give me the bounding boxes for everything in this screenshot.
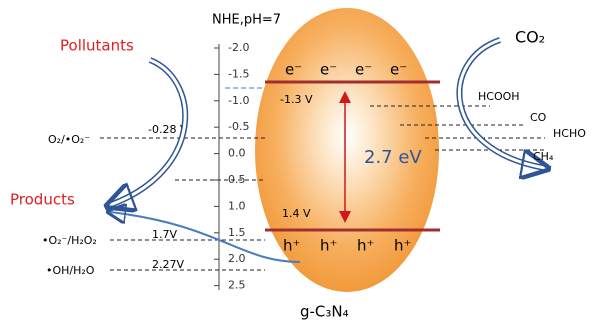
product: CH₄ xyxy=(533,150,554,163)
axis-tick-label: -0.5 xyxy=(228,120,249,133)
couple-label: O₂/•O₂⁻ xyxy=(48,133,90,146)
axis-tick-label: 0.5 xyxy=(228,173,246,186)
hole: h⁺ xyxy=(283,237,300,255)
electron: e⁻ xyxy=(355,61,372,79)
product: HCOOH xyxy=(478,90,520,103)
pollutants: Pollutants xyxy=(60,37,134,55)
product: CO xyxy=(530,111,547,124)
axis-tick-label: 1.5 xyxy=(228,226,246,239)
product: HCHO xyxy=(553,127,586,140)
axis-tick-label: 0.0 xyxy=(228,147,246,160)
cb-potential: -1.3 V xyxy=(280,93,313,106)
couple-potential: 2.27V xyxy=(152,258,184,271)
products: Products xyxy=(10,191,75,209)
hole: h⁺ xyxy=(357,237,374,255)
hole: h⁺ xyxy=(320,237,337,255)
couple-potential: 1.7V xyxy=(152,228,177,241)
diagram: NHE,pH=7 -2.0 -1.5 -1.0 -0.5 0.0 0.5 1.0 1.5 2.0… xyxy=(0,0,599,322)
axis-title: NHE,pH=7 xyxy=(212,13,281,28)
axis-tick-label: 2.0 xyxy=(228,252,246,265)
semiconductor-name: g-C₃N₄ xyxy=(300,303,349,321)
electron: e⁻ xyxy=(320,61,337,79)
axis-tick-label: 1.0 xyxy=(228,199,246,212)
vb-potential: 1.4 V xyxy=(282,207,311,220)
electron: e⁻ xyxy=(390,61,407,79)
reactant: CO₂ xyxy=(515,28,545,47)
hole: h⁺ xyxy=(394,237,411,255)
couple-label: •O₂⁻/H₂O₂ xyxy=(42,234,97,247)
axis-tick-label: -1.0 xyxy=(228,94,249,107)
couple-label: •OH/H₂O xyxy=(46,264,95,277)
axis-tick-label: -1.5 xyxy=(228,67,249,80)
band-gap: 2.7 eV xyxy=(364,147,422,168)
reduction-arrow xyxy=(459,40,545,168)
axis-tick-label: 2.5 xyxy=(228,279,246,292)
electron: e⁻ xyxy=(285,61,302,79)
axis-tick-label: -2.0 xyxy=(228,41,249,54)
